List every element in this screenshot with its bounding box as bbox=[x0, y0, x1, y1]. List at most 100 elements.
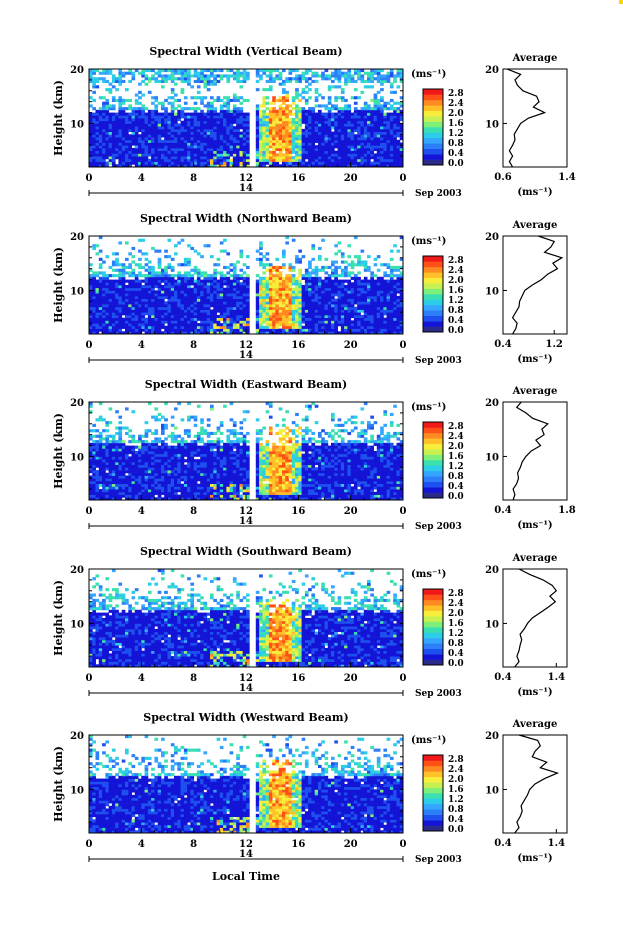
heatmap-cell bbox=[193, 112, 198, 116]
heatmap-cell bbox=[134, 282, 139, 286]
heatmap-cell bbox=[187, 309, 191, 313]
heatmap-cell bbox=[131, 115, 136, 119]
heatmap-cell bbox=[373, 118, 378, 122]
heatmap-cell bbox=[174, 158, 178, 162]
heatmap-cell bbox=[219, 131, 224, 135]
colorbar-swatch bbox=[423, 94, 443, 101]
heatmap-cell bbox=[331, 295, 335, 300]
heatmap-cell bbox=[275, 139, 280, 143]
heatmap-cell bbox=[285, 96, 289, 100]
heatmap-cell bbox=[259, 134, 263, 138]
heatmap-cell bbox=[125, 298, 129, 302]
heatmap-cell bbox=[200, 325, 204, 329]
heatmap-cell bbox=[383, 309, 388, 313]
heatmap-cell bbox=[154, 112, 159, 116]
heatmap-cell bbox=[223, 304, 227, 308]
heatmap-cell bbox=[357, 306, 361, 310]
heatmap-cell bbox=[324, 139, 329, 143]
heatmap-cell bbox=[242, 276, 247, 280]
heatmap-cell bbox=[111, 328, 116, 332]
heatmap-cell bbox=[350, 77, 355, 81]
heatmap-cell bbox=[268, 139, 273, 143]
heatmap-cell bbox=[157, 265, 162, 270]
heatmap-cell bbox=[183, 126, 188, 130]
heatmap-cell bbox=[337, 279, 342, 283]
heatmap-cell bbox=[180, 164, 185, 168]
heatmap-cell bbox=[301, 298, 306, 302]
heatmap-cell bbox=[295, 325, 299, 329]
heatmap-cell bbox=[170, 88, 175, 92]
heatmap-cell bbox=[268, 115, 273, 119]
heatmap-cell bbox=[232, 276, 237, 280]
heatmap-cell bbox=[347, 131, 352, 135]
heatmap-cell bbox=[95, 325, 100, 329]
heatmap-cell bbox=[347, 139, 352, 143]
heatmap-cell bbox=[190, 268, 195, 272]
heatmap-cell bbox=[344, 123, 348, 127]
heatmap-cell bbox=[275, 120, 280, 124]
heatmap-cell bbox=[177, 139, 181, 143]
heatmap-cell bbox=[216, 282, 221, 286]
heatmap-cell bbox=[157, 137, 162, 141]
heatmap-cell bbox=[298, 317, 302, 321]
heatmap-cell bbox=[190, 112, 195, 116]
heatmap-cell bbox=[232, 295, 237, 300]
heatmap-cell bbox=[98, 158, 103, 162]
heatmap-cell bbox=[102, 161, 106, 165]
heatmap-cell bbox=[229, 268, 234, 272]
heatmap-cell bbox=[350, 118, 355, 122]
heatmap-cell bbox=[291, 331, 296, 335]
heatmap-cell bbox=[272, 112, 276, 116]
heatmap-cell bbox=[393, 118, 397, 122]
heatmap-cell bbox=[164, 161, 168, 165]
heatmap-cell bbox=[170, 118, 175, 122]
heatmap-cell bbox=[242, 74, 247, 78]
heatmap-cell bbox=[213, 317, 217, 321]
heatmap-cell bbox=[357, 255, 361, 259]
heatmap-cell bbox=[288, 331, 293, 335]
heatmap-cell bbox=[147, 298, 152, 302]
heatmap-cell bbox=[373, 101, 378, 105]
heatmap-cell bbox=[121, 142, 126, 146]
heatmap-cell bbox=[314, 126, 319, 130]
heatmap-cell bbox=[337, 295, 342, 300]
heatmap-cell bbox=[151, 298, 155, 302]
heatmap-cell bbox=[229, 320, 234, 324]
heatmap-cell bbox=[376, 255, 381, 259]
heatmap-cell bbox=[272, 98, 276, 103]
heatmap-cell bbox=[311, 150, 316, 154]
heatmap-cell bbox=[164, 295, 168, 300]
heatmap-cell bbox=[213, 271, 217, 275]
heatmap-cell bbox=[108, 309, 113, 313]
heatmap-cell bbox=[89, 287, 93, 291]
heatmap-cell bbox=[321, 306, 325, 310]
heatmap-cell bbox=[308, 128, 312, 133]
heatmap-cell bbox=[138, 115, 142, 119]
heatmap-cell bbox=[193, 134, 198, 138]
heatmap-cell bbox=[141, 279, 145, 283]
heatmap-cell bbox=[183, 263, 188, 267]
heatmap-cell bbox=[151, 282, 155, 286]
heatmap-cell bbox=[304, 137, 309, 141]
heatmap-cell bbox=[324, 287, 329, 291]
heatmap-cell bbox=[164, 328, 168, 332]
heatmap-cell bbox=[370, 282, 374, 286]
heatmap-cell bbox=[177, 287, 181, 291]
heatmap-cell bbox=[219, 123, 224, 127]
heatmap-cell bbox=[242, 271, 247, 275]
heatmap-cell bbox=[360, 123, 365, 127]
heatmap-cell bbox=[229, 118, 234, 122]
heatmap-cell bbox=[288, 147, 293, 152]
heatmap-cell bbox=[141, 285, 145, 289]
heatmap-cell bbox=[190, 314, 195, 319]
heatmap-cell bbox=[350, 137, 355, 141]
heatmap-cell bbox=[314, 285, 319, 289]
heatmap-cell bbox=[298, 314, 302, 319]
heatmap-cell bbox=[161, 312, 165, 316]
heatmap-cell bbox=[291, 290, 296, 294]
heatmap-cell bbox=[232, 306, 237, 310]
colorbar-swatch bbox=[423, 110, 443, 117]
heatmap-cell bbox=[105, 285, 110, 289]
heatmap-cell bbox=[200, 71, 204, 75]
heatmap-cell bbox=[154, 320, 159, 324]
